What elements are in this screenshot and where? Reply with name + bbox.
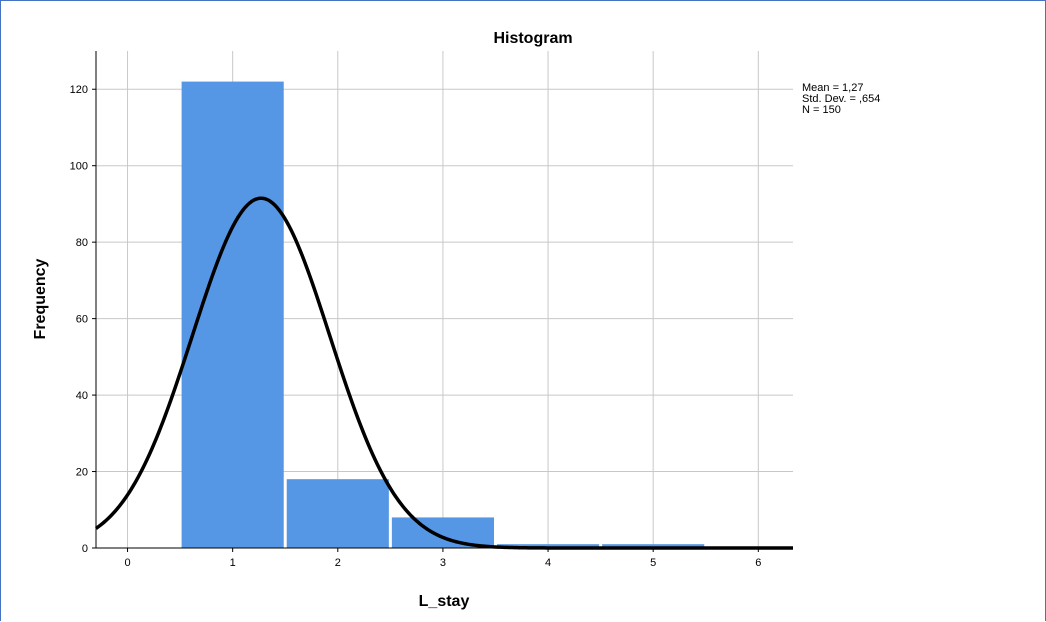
x-tick-label: 1: [230, 557, 236, 569]
y-axis-label: Frequency: [32, 258, 49, 339]
stats-box: Mean = 1,27 Std. Dev. = ,654 N = 150: [802, 82, 880, 116]
x-tick-label: 3: [440, 557, 446, 569]
x-tick-label: 2: [335, 557, 341, 569]
histogram-bar: [602, 544, 705, 548]
stat-n: N = 150: [802, 104, 841, 116]
x-tick-label: 5: [650, 557, 656, 569]
stat-std-dev: Std. Dev. = ,654: [802, 93, 880, 105]
y-tick-label: 80: [76, 237, 88, 249]
x-tick-label: 6: [755, 557, 761, 569]
y-tick-label: 120: [70, 84, 88, 96]
chart-title: Histogram: [493, 30, 572, 47]
histogram-bar: [181, 81, 284, 548]
y-tick-label: 40: [76, 390, 88, 402]
x-tick-label: 0: [124, 557, 130, 569]
histogram-bar: [286, 479, 389, 548]
x-tick-label: 4: [545, 557, 551, 569]
x-axis-label: L_stay: [419, 593, 470, 610]
axes: [92, 51, 793, 552]
y-tick-label: 60: [76, 314, 88, 326]
histogram-bar: [391, 517, 494, 548]
stat-mean: Mean = 1,27: [802, 82, 863, 94]
histogram-bar: [496, 544, 600, 548]
y-tick-label: 0: [82, 543, 88, 555]
y-tick-label: 100: [70, 161, 88, 173]
y-tick-label: 20: [76, 467, 88, 479]
